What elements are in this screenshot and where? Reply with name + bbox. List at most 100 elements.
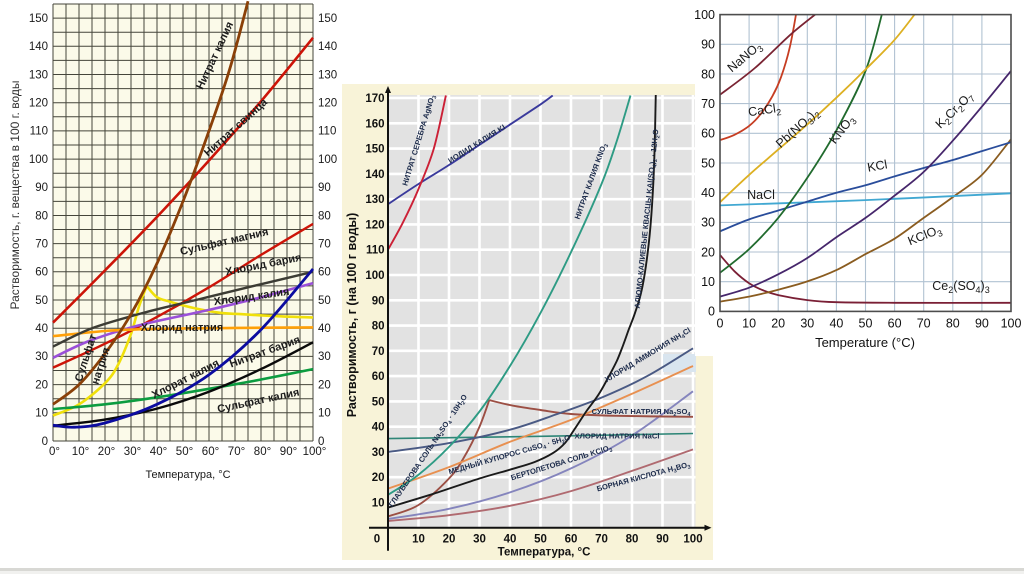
svg-text:50: 50 [534, 533, 547, 545]
svg-text:100: 100 [683, 533, 702, 545]
svg-text:10°: 10° [72, 446, 89, 458]
svg-text:40: 40 [701, 186, 715, 200]
svg-text:Растворимость, г. вещества в 1: Растворимость, г. вещества в 100 г. воды [8, 81, 22, 310]
svg-text:NaCl: NaCl [747, 188, 775, 202]
svg-text:20°: 20° [98, 446, 115, 458]
svg-text:50: 50 [35, 295, 48, 307]
svg-text:150: 150 [365, 144, 384, 156]
svg-text:Ce2​(SO4​)3​: Ce2​(SO4​)3​ [932, 279, 989, 295]
svg-text:90: 90 [975, 316, 989, 330]
svg-text:140: 140 [29, 41, 48, 53]
svg-text:20: 20 [771, 316, 785, 330]
svg-text:10: 10 [412, 533, 425, 545]
svg-text:140: 140 [365, 169, 384, 181]
svg-text:10: 10 [35, 408, 48, 420]
svg-text:70: 70 [701, 97, 715, 111]
svg-text:30: 30 [701, 216, 715, 230]
svg-text:60°: 60° [202, 446, 219, 458]
svg-text:30: 30 [372, 447, 385, 459]
svg-text:110: 110 [30, 126, 48, 138]
svg-text:20: 20 [35, 379, 48, 391]
svg-text:100°: 100° [303, 446, 327, 458]
svg-text:80: 80 [946, 316, 960, 330]
svg-text:80: 80 [701, 67, 715, 81]
svg-text:0: 0 [42, 436, 48, 448]
svg-text:140: 140 [318, 41, 337, 53]
svg-text:80°: 80° [254, 446, 271, 458]
svg-text:10: 10 [318, 408, 331, 420]
svg-text:120: 120 [365, 219, 384, 231]
svg-text:Хлорид натрия: Хлорид натрия [141, 322, 223, 334]
svg-text:40: 40 [318, 323, 331, 335]
svg-text:130: 130 [29, 69, 48, 81]
svg-text:30: 30 [473, 533, 486, 545]
svg-text:110: 110 [366, 245, 385, 257]
svg-text:30: 30 [35, 351, 48, 363]
svg-text:90: 90 [318, 182, 331, 194]
svg-text:20: 20 [372, 472, 385, 484]
svg-text:0°: 0° [49, 446, 60, 458]
svg-text:40: 40 [372, 422, 385, 434]
svg-text:Температура, °С: Температура, °С [498, 546, 591, 558]
svg-text:60: 60 [888, 316, 902, 330]
svg-text:100: 100 [365, 270, 384, 282]
svg-text:ХЛОРИД НАТРИЯ NaCl: ХЛОРИД НАТРИЯ NaCl [575, 432, 660, 441]
svg-text:40: 40 [35, 323, 48, 335]
svg-text:50: 50 [318, 295, 331, 307]
svg-text:50: 50 [859, 316, 873, 330]
svg-text:0: 0 [708, 305, 715, 319]
svg-text:70: 70 [35, 238, 48, 250]
svg-text:150: 150 [318, 13, 337, 25]
svg-text:50: 50 [701, 156, 715, 170]
svg-text:90: 90 [656, 533, 669, 545]
svg-text:130: 130 [318, 69, 337, 81]
svg-text:60: 60 [372, 371, 385, 383]
svg-text:20: 20 [318, 379, 331, 391]
svg-text:0: 0 [318, 436, 324, 448]
svg-text:90: 90 [35, 182, 48, 194]
svg-text:60: 60 [318, 267, 331, 279]
svg-text:80: 80 [626, 533, 639, 545]
svg-text:170: 170 [365, 93, 384, 105]
svg-text:70: 70 [917, 316, 931, 330]
svg-text:50°: 50° [176, 446, 193, 458]
svg-text:KCl: KCl [866, 157, 888, 174]
svg-text:40: 40 [504, 533, 517, 545]
svg-text:20: 20 [443, 533, 456, 545]
svg-text:10: 10 [372, 498, 385, 510]
svg-text:90: 90 [701, 38, 715, 52]
svg-text:Temperature (°C): Temperature (°C) [815, 335, 915, 350]
svg-text:100: 100 [1001, 316, 1022, 330]
svg-text:120: 120 [318, 98, 337, 110]
svg-text:80: 80 [35, 210, 48, 222]
svg-text:80: 80 [372, 321, 385, 333]
svg-text:70: 70 [372, 346, 385, 358]
svg-text:10: 10 [701, 275, 715, 289]
svg-text:60: 60 [565, 533, 578, 545]
svg-text:60: 60 [35, 267, 48, 279]
svg-text:10: 10 [742, 316, 756, 330]
svg-text:СУЛЬФАТ НАТРИЯ Na2​SO4​: СУЛЬФАТ НАТРИЯ Na2​SO4​ [592, 407, 692, 418]
svg-text:Температура, °C: Температура, °C [145, 469, 230, 481]
svg-text:50: 50 [372, 396, 385, 408]
svg-text:30: 30 [318, 351, 331, 363]
svg-text:70: 70 [595, 533, 608, 545]
svg-text:40°: 40° [150, 446, 167, 458]
svg-text:100: 100 [318, 154, 337, 166]
svg-text:100: 100 [29, 154, 48, 166]
svg-text:70: 70 [318, 238, 331, 250]
svg-text:110: 110 [318, 126, 336, 138]
svg-text:90°: 90° [280, 446, 297, 458]
svg-text:150: 150 [29, 13, 48, 25]
svg-text:0: 0 [717, 316, 724, 330]
svg-text:20: 20 [701, 245, 715, 259]
svg-text:40: 40 [829, 316, 843, 330]
svg-text:30: 30 [800, 316, 814, 330]
svg-text:90: 90 [372, 295, 385, 307]
svg-text:60: 60 [701, 127, 715, 141]
svg-text:120: 120 [29, 98, 48, 110]
svg-text:100: 100 [695, 8, 715, 22]
svg-text:0: 0 [374, 533, 380, 545]
svg-text:30°: 30° [124, 446, 141, 458]
svg-text:160: 160 [365, 118, 384, 130]
